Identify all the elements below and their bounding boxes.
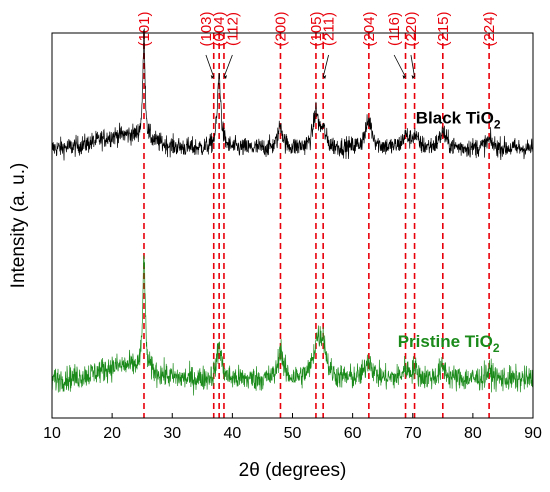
x-tick-label: 70 [404,425,422,442]
x-tick-label: 20 [103,425,121,442]
leader-arrow [323,75,327,79]
x-axis-ticks: 10 20 30 40 50 60 70 80 90 [43,413,542,442]
series-line [51,255,534,396]
y-axis-title: Intensity (a. u.) [8,163,29,289]
peak-label: (112) [224,12,241,46]
peak-label: (224) [481,11,498,46]
leader-arrow [402,75,406,79]
peak-label: (204) [361,11,378,46]
leader-line [410,54,415,78]
leader-line [223,54,233,78]
x-axis-title: 2θ (degrees) [239,460,347,481]
series-label-subscript: 2 [493,341,500,355]
series-label-main: Pristine TiO [398,332,493,351]
x-tick-label: 90 [524,425,542,442]
x-tick-label: 80 [464,425,482,442]
series-line [51,28,534,161]
peak-label: (004) [211,11,228,46]
series-label: Pristine TiO2 [398,332,500,355]
leader-arrow [411,75,415,79]
peak-label: (220) [403,11,420,46]
x-tick-label: 30 [163,425,181,442]
leader-arrow [223,75,227,79]
leader-arrow [210,75,214,79]
leader-line [393,54,406,78]
x-tick-label: 10 [43,425,61,442]
x-tick-label: 40 [223,425,241,442]
series-label-subscript: 2 [494,117,501,131]
peak-label: (103) [198,11,215,46]
series-label-main: Black TiO [416,108,494,127]
peak-label: (215) [435,11,452,46]
peak-label: (200) [272,11,289,46]
peak-label: (116) [386,12,403,46]
peak-label: (211) [321,12,338,46]
x-tick-label: 60 [344,425,362,442]
leader-line [322,54,329,78]
peak-labels: (101) (103)(004)(112) (200) (105)(211) (204)… [136,11,498,79]
x-tick-label: 50 [284,425,302,442]
series-group [51,28,534,396]
reference-lines [143,33,490,418]
peak-label: (105) [308,11,325,46]
series-label: Black TiO2 [416,108,501,131]
leader-line [205,54,215,78]
plot-frame [51,32,534,419]
